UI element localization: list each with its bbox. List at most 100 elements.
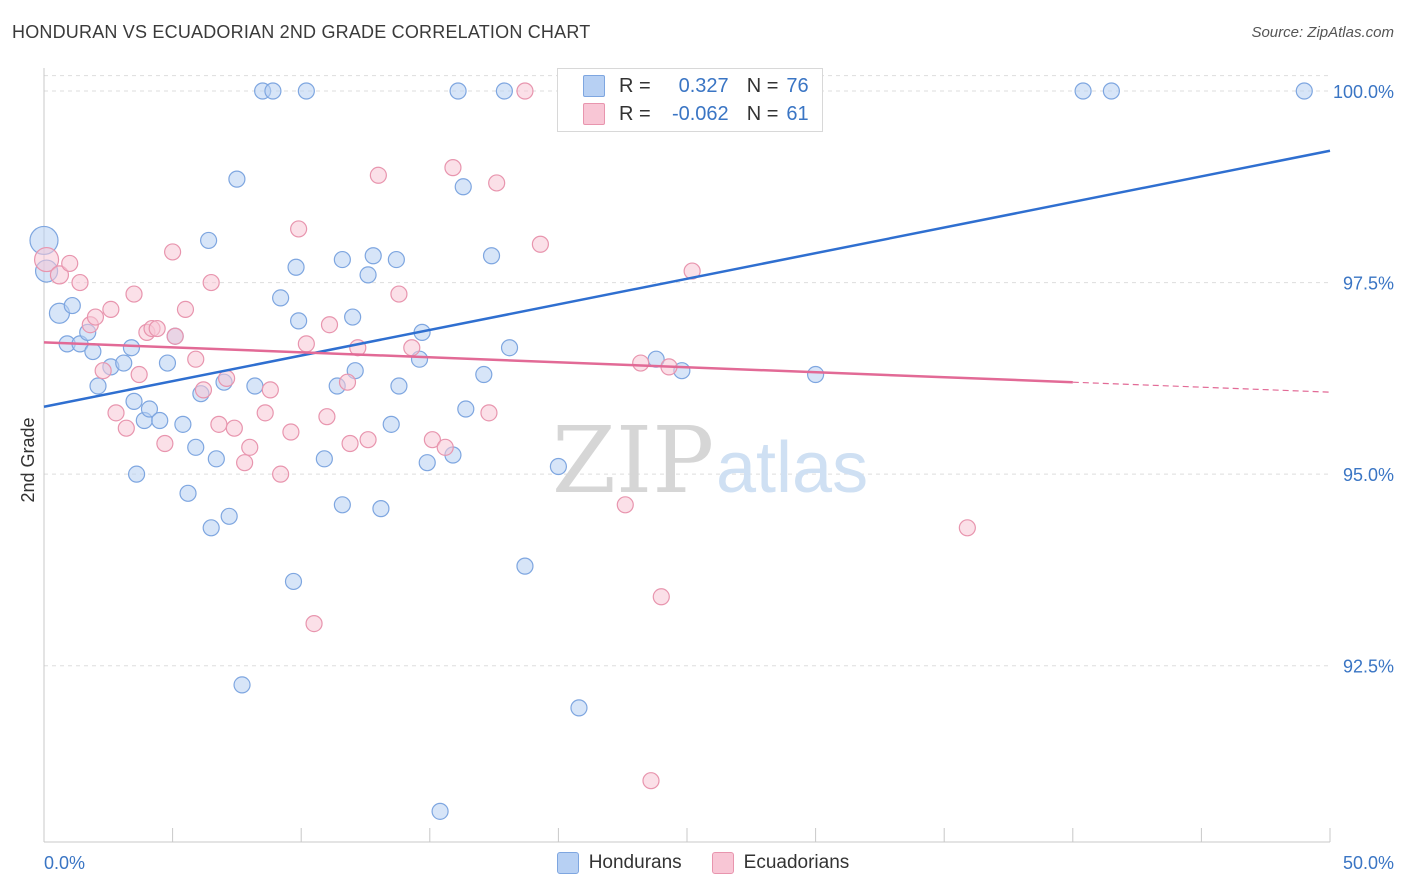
watermark: ZIP atlas	[552, 407, 868, 514]
honduran-point	[125, 392, 143, 410]
ecuadorian-point	[480, 404, 498, 422]
ecuadorian-point	[436, 438, 454, 456]
legend-item-hondurans[interactable]: Hondurans	[556, 852, 682, 874]
honduran-point	[174, 415, 192, 433]
honduran-point	[158, 354, 177, 372]
ecuadorian-point	[683, 262, 701, 280]
honduran-point	[475, 365, 493, 384]
ecuadorian-point	[164, 243, 182, 261]
y-tick-label: 100.0%	[1333, 82, 1394, 102]
honduran-point	[372, 500, 390, 518]
honduran-point	[207, 450, 225, 468]
honduran-point	[297, 82, 315, 100]
honduran-point	[264, 82, 282, 100]
honduran-point	[418, 454, 436, 472]
hondurans-legend-swatch	[556, 852, 579, 874]
honduran-point	[89, 377, 107, 395]
hondurans-trend-line	[43, 149, 1331, 408]
honduran-point	[287, 258, 305, 276]
n-label: N =	[746, 74, 779, 97]
trend-lines	[43, 149, 1331, 408]
honduran-point	[179, 484, 197, 502]
ecuadorian-point	[107, 404, 125, 422]
x-tick-label: 50.0%	[1343, 853, 1394, 873]
honduran-point	[333, 250, 351, 269]
ecuadorian-point	[49, 265, 70, 285]
honduran-point	[272, 289, 290, 307]
hondurans-swatch	[583, 75, 605, 97]
ecuadorian-point	[236, 454, 254, 472]
honduran-point	[482, 247, 501, 265]
honduran-point	[344, 308, 362, 326]
honduran-point	[431, 802, 449, 820]
chart-title: HONDURAN VS ECUADORIAN 2ND GRADE CORRELA…	[12, 22, 591, 42]
ecuadorian-point	[194, 381, 213, 399]
honduran-point	[63, 296, 81, 315]
ecuadorian-point	[531, 235, 549, 253]
y-tick-label: 92.5%	[1343, 657, 1394, 677]
ecuadorians-n-value: 61	[786, 102, 809, 125]
ecuadorian-point	[94, 362, 112, 380]
bottom-legend: Hondurans Ecuadorians	[0, 852, 1406, 874]
x-tick-label: 0.0%	[44, 853, 85, 873]
hondurans-n-value: 76	[786, 74, 809, 97]
ecuadorian-point	[318, 408, 336, 426]
ecuadorian-point	[359, 431, 377, 449]
n-label: N =	[746, 102, 779, 125]
ecuadorian-point	[488, 174, 506, 192]
honduran-point	[290, 312, 308, 330]
honduran-point	[382, 415, 400, 433]
hondurans-points	[29, 82, 1313, 820]
ecuadorian-point	[102, 300, 120, 318]
honduran-point	[200, 231, 218, 250]
honduran-point	[84, 342, 102, 361]
ecuadorian-point	[202, 273, 220, 292]
ecuadorian-point	[290, 220, 308, 238]
ecuadorians-r-value: -0.062	[671, 102, 729, 125]
honduran-point	[315, 450, 333, 468]
watermark-zip: ZIP	[552, 407, 714, 514]
honduran-point	[454, 178, 472, 196]
y-axis-label: 2nd Grade	[18, 417, 38, 502]
honduran-point	[570, 699, 588, 717]
honduran-point	[387, 250, 405, 269]
honduran-point	[1102, 82, 1120, 100]
honduran-point	[359, 266, 377, 284]
ecuadorian-point	[390, 285, 408, 303]
ecuadorian-point	[305, 614, 323, 633]
honduran-point	[284, 572, 303, 591]
ecuadorian-point	[320, 316, 339, 334]
ecuadorian-point	[125, 285, 143, 303]
honduran-point	[806, 365, 825, 384]
tick-labels: 92.5% 95.0% 97.5% 100.0% 0.0% 50.0%	[44, 82, 1394, 873]
honduran-point	[151, 411, 169, 430]
ecuadorian-point	[256, 404, 274, 422]
hondurans-legend-label: Hondurans	[588, 852, 682, 873]
honduran-point	[220, 507, 238, 525]
honduran-point	[516, 557, 534, 575]
stats-row-hondurans: R = 0.327 N = 76	[558, 72, 809, 100]
ecuadorian-point	[156, 434, 174, 453]
ecuadorian-point	[616, 496, 634, 514]
ecuadorian-point	[369, 166, 387, 184]
ecuadorian-point	[297, 335, 315, 353]
honduran-point	[233, 676, 251, 694]
honduran-point	[187, 438, 205, 456]
ecuadorian-point	[86, 308, 105, 326]
ecuadorian-point	[71, 273, 89, 292]
ecuadorian-point	[225, 419, 243, 437]
ecuadorian-point	[958, 519, 976, 537]
ecuadorian-point	[33, 246, 60, 273]
stats-row-ecuadorians: R = -0.062 N = 61	[558, 100, 809, 128]
honduran-point	[115, 354, 133, 372]
ecuadorian-point	[444, 159, 462, 177]
y-tick-label: 95.0%	[1343, 465, 1394, 485]
ecuadorian-point	[642, 772, 660, 790]
honduran-point	[1295, 82, 1313, 100]
r-label: R =	[619, 102, 651, 125]
legend-item-ecuadorians[interactable]: Ecuadorians	[711, 852, 849, 874]
ecuadorians-trend-line	[43, 341, 1073, 384]
ecuadorian-point	[341, 434, 359, 453]
honduran-point	[122, 339, 141, 357]
